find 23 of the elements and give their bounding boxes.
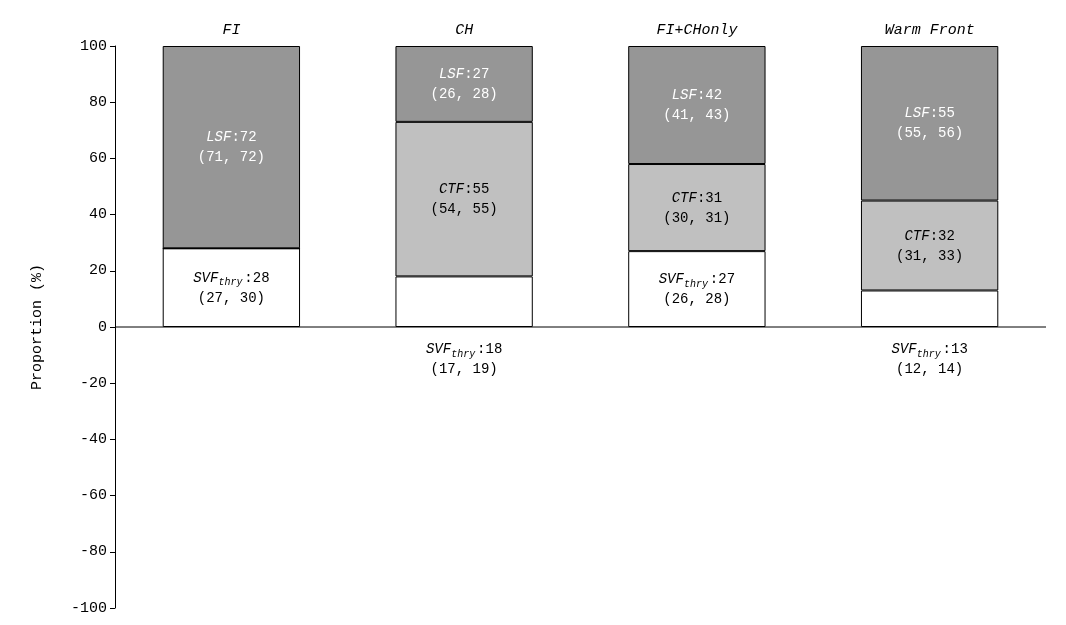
y-tick-label: 60 bbox=[88, 149, 107, 167]
y-tick-label: 100 bbox=[79, 37, 107, 55]
x-tick-label: FI+CHonly bbox=[656, 22, 739, 39]
data-label: LSF:55 (55, 56) bbox=[896, 105, 964, 142]
data-label: LSF:72 (71, 72) bbox=[197, 129, 265, 166]
y-tick-label: -20 bbox=[79, 374, 107, 392]
data-label: CTF:31 (30, 31) bbox=[663, 189, 731, 226]
y-tick-label: 80 bbox=[88, 93, 107, 111]
data-label: LSF:27 (26, 28) bbox=[430, 65, 498, 102]
y-tick-label: 40 bbox=[88, 206, 107, 224]
x-tick-label: FI bbox=[222, 22, 241, 39]
data-label: CTF:55 (54, 55) bbox=[430, 181, 498, 218]
y-tick-label: -40 bbox=[79, 430, 107, 448]
y-tick-label: 0 bbox=[97, 318, 107, 336]
x-tick-label: Warm Front bbox=[884, 22, 975, 39]
y-tick-label: -100 bbox=[70, 599, 107, 617]
y-tick-label: -60 bbox=[79, 487, 107, 505]
y-tick-label: -80 bbox=[79, 543, 107, 561]
data-label: CTF:32 (31, 33) bbox=[896, 227, 964, 264]
y-tick-label: 20 bbox=[88, 262, 107, 280]
data-label: LSF:42 (41, 43) bbox=[663, 87, 731, 124]
x-tick-label: CH bbox=[455, 22, 474, 39]
y-axis-title: Proportion (%) bbox=[29, 263, 46, 391]
